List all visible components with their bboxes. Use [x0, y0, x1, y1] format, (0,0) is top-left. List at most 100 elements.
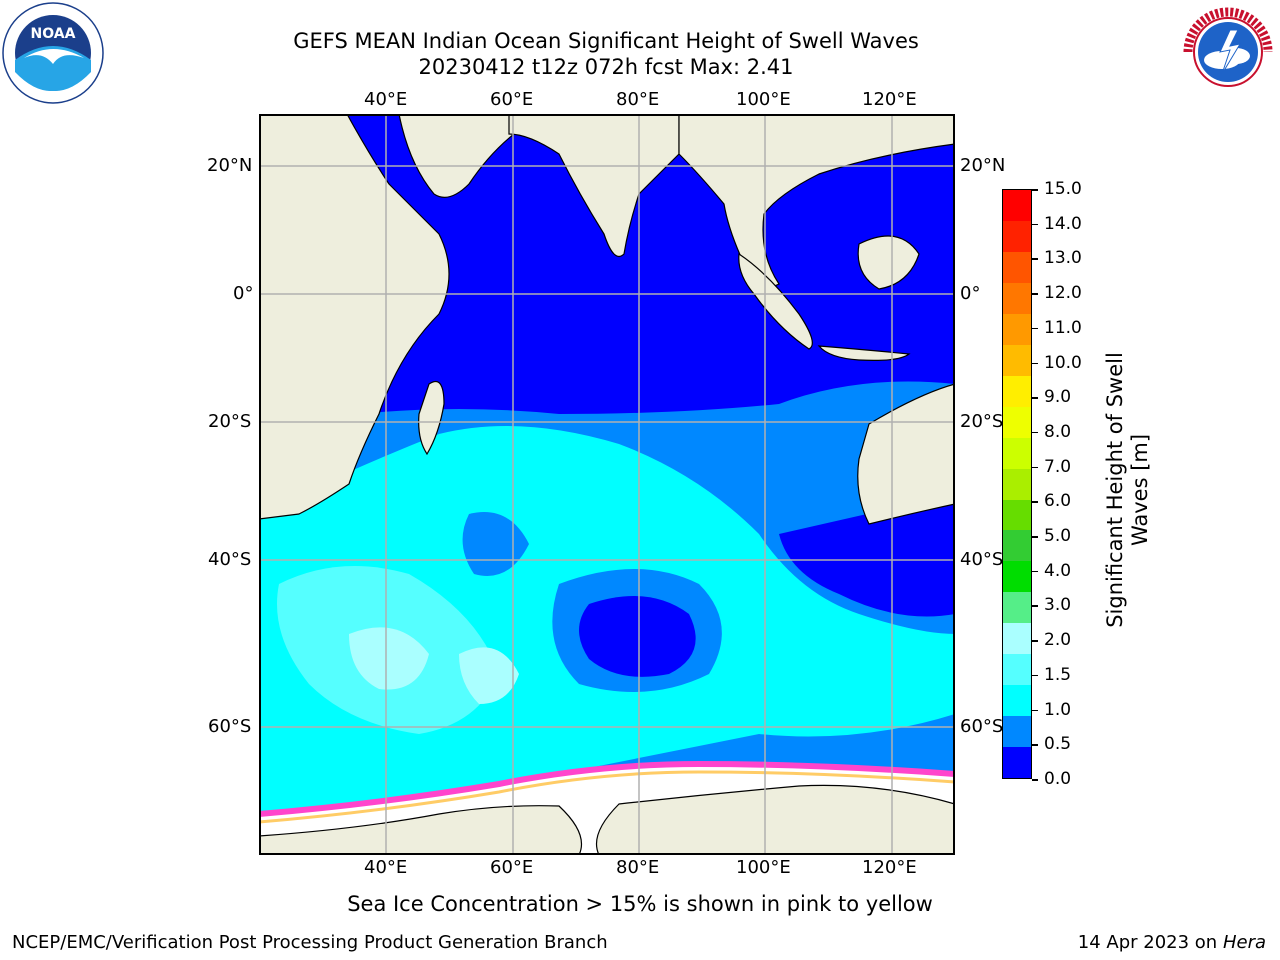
footer-date-text: 14 Apr 2023 on	[1077, 932, 1223, 953]
colorbar-tick-mark	[1032, 709, 1038, 712]
colorbar-tick-mark	[1032, 189, 1038, 191]
lon-label-top-60e: 60°E	[490, 89, 534, 110]
australia-land	[857, 383, 955, 525]
lon-label-top-120e: 120°E	[862, 89, 917, 110]
lat-label-right-0: 0°	[960, 283, 981, 304]
lon-label-bottom-40e: 40°E	[364, 857, 408, 878]
colorbar-tick-label: 1.5	[1044, 664, 1072, 685]
colorbar-segment	[1003, 685, 1031, 717]
colorbar-tick-mark	[1032, 258, 1038, 260]
lon-label-top-100e: 100°E	[736, 89, 791, 110]
map-svg	[259, 114, 955, 855]
colorbar-segment	[1003, 592, 1031, 624]
colorbar-segment	[1003, 530, 1031, 562]
colorbar-tick-mark	[1032, 327, 1038, 330]
colorbar-tick-mark	[1032, 640, 1038, 642]
colorbar-label-line1: Significant Height of Swell	[1103, 352, 1127, 628]
colorbar-tick-mark	[1032, 605, 1038, 607]
india-land	[508, 114, 680, 258]
colorbar-segment	[1003, 437, 1031, 469]
swell-zone-2.0-3.0m-b	[459, 647, 519, 704]
colorbar-segment	[1003, 747, 1031, 779]
nws-logo	[1178, 2, 1278, 102]
colorbar-segment	[1003, 190, 1031, 221]
colorbar-tick-mark	[1032, 536, 1038, 538]
footer-producer: NCEP/EMC/Verification Post Processing Pr…	[12, 932, 608, 953]
colorbar-ticks: 15.0 14.0 13.0 12.0 11.0 10.0 9.0 8.0 7.0 6.0 5.0 4…	[1032, 179, 1102, 791]
lat-label-right-20n: 20°N	[960, 155, 1006, 176]
colorbar-segment	[1003, 406, 1031, 438]
africa-land	[259, 114, 450, 520]
colorbar-tick-label: 5.0	[1044, 526, 1072, 547]
colorbar-label: Significant Height of Swell Waves [m]	[1098, 340, 1158, 640]
graticule	[259, 114, 955, 855]
colorbar-tick-mark	[1032, 466, 1038, 469]
colorbar-segment	[1003, 220, 1031, 252]
colorbar-segment	[1003, 468, 1031, 500]
colorbar-tick-mark	[1032, 779, 1038, 781]
colorbar-tick-label: 12.0	[1044, 283, 1082, 304]
colorbar-tick-label: 9.0	[1044, 387, 1072, 408]
colorbar-segment	[1003, 313, 1031, 345]
lat-label-right-60s: 60°S	[960, 716, 1004, 737]
lat-label-left-0: 0°	[233, 283, 254, 304]
colorbar-segment	[1003, 251, 1031, 283]
lon-label-bottom-120e: 120°E	[862, 857, 917, 878]
arabia-land	[398, 114, 515, 198]
colorbar-tick-label: 8.0	[1044, 421, 1072, 442]
ice-edge	[259, 760, 955, 817]
ice-edge-inner	[259, 770, 955, 824]
java-land	[817, 345, 911, 361]
sumatra-land	[738, 252, 813, 350]
colorbar-tick-mark	[1032, 744, 1038, 746]
lat-label-left-20s: 20°S	[208, 411, 252, 432]
colorbar-tick-label: 10.0	[1044, 352, 1082, 373]
lat-label-left-60s: 60°S	[208, 716, 252, 737]
colorbar-tick-label: 3.0	[1044, 595, 1072, 616]
map-frame	[259, 114, 955, 855]
southeast-asia-land	[678, 114, 955, 288]
svg-text:NOAA: NOAA	[31, 26, 76, 42]
footer-machine: Hera	[1222, 932, 1266, 953]
lat-label-right-40s: 40°S	[960, 549, 1004, 570]
lat-label-left-20n: 20°N	[207, 155, 253, 176]
colorbar-tick-label: 4.0	[1044, 560, 1072, 581]
swell-zone-0-0.5m-east	[779, 494, 955, 617]
colorbar-tick-label: 14.0	[1044, 213, 1082, 234]
colorbar-segment	[1003, 375, 1031, 407]
swell-zone-2.0-3.0m	[349, 627, 429, 690]
colorbar-tick-mark	[1032, 397, 1038, 399]
colorbar-tick-mark	[1032, 570, 1038, 573]
map-subtitle: 20230412 t12z 072h fcst Max: 2.41	[418, 55, 794, 79]
colorbar-tick-mark	[1032, 362, 1038, 365]
colorbar-segment	[1003, 344, 1031, 376]
colorbar-tick-mark	[1032, 293, 1038, 295]
colorbar-label-line2: Waves [m]	[1128, 433, 1152, 547]
colorbar-segment	[1003, 654, 1031, 686]
colorbar	[1002, 189, 1032, 779]
lon-label-top-80e: 80°E	[616, 89, 660, 110]
map-title: GEFS MEAN Indian Ocean Significant Heigh…	[293, 29, 919, 53]
lat-label-right-20s: 20°S	[960, 411, 1004, 432]
colorbar-segment	[1003, 716, 1031, 748]
swell-zone-0-0.5m-low	[579, 596, 696, 677]
colorbar-segment	[1003, 623, 1031, 655]
antarctica-land-east	[595, 784, 955, 855]
colorbar-tick-mark	[1032, 501, 1038, 503]
colorbar-tick-mark	[1032, 223, 1038, 226]
lon-label-bottom-80e: 80°E	[616, 857, 660, 878]
lon-label-top-40e: 40°E	[364, 89, 408, 110]
colorbar-tick-label: 15.0	[1044, 179, 1082, 199]
colorbar-tick-label: 2.0	[1044, 630, 1072, 651]
colorbar-tick-mark	[1032, 674, 1038, 677]
lon-label-bottom-100e: 100°E	[736, 857, 791, 878]
colorbar-segment	[1003, 561, 1031, 593]
colorbar-tick-label: 1.0	[1044, 699, 1072, 720]
colorbar-segment	[1003, 499, 1031, 531]
colorbar-tick-label: 13.0	[1044, 248, 1082, 269]
colorbar-tick-label: 7.0	[1044, 456, 1072, 477]
antarctica-land	[259, 805, 583, 855]
noaa-logo: NOAA	[2, 2, 104, 104]
colorbar-tick-mark	[1032, 431, 1038, 434]
lon-label-bottom-60e: 60°E	[490, 857, 534, 878]
